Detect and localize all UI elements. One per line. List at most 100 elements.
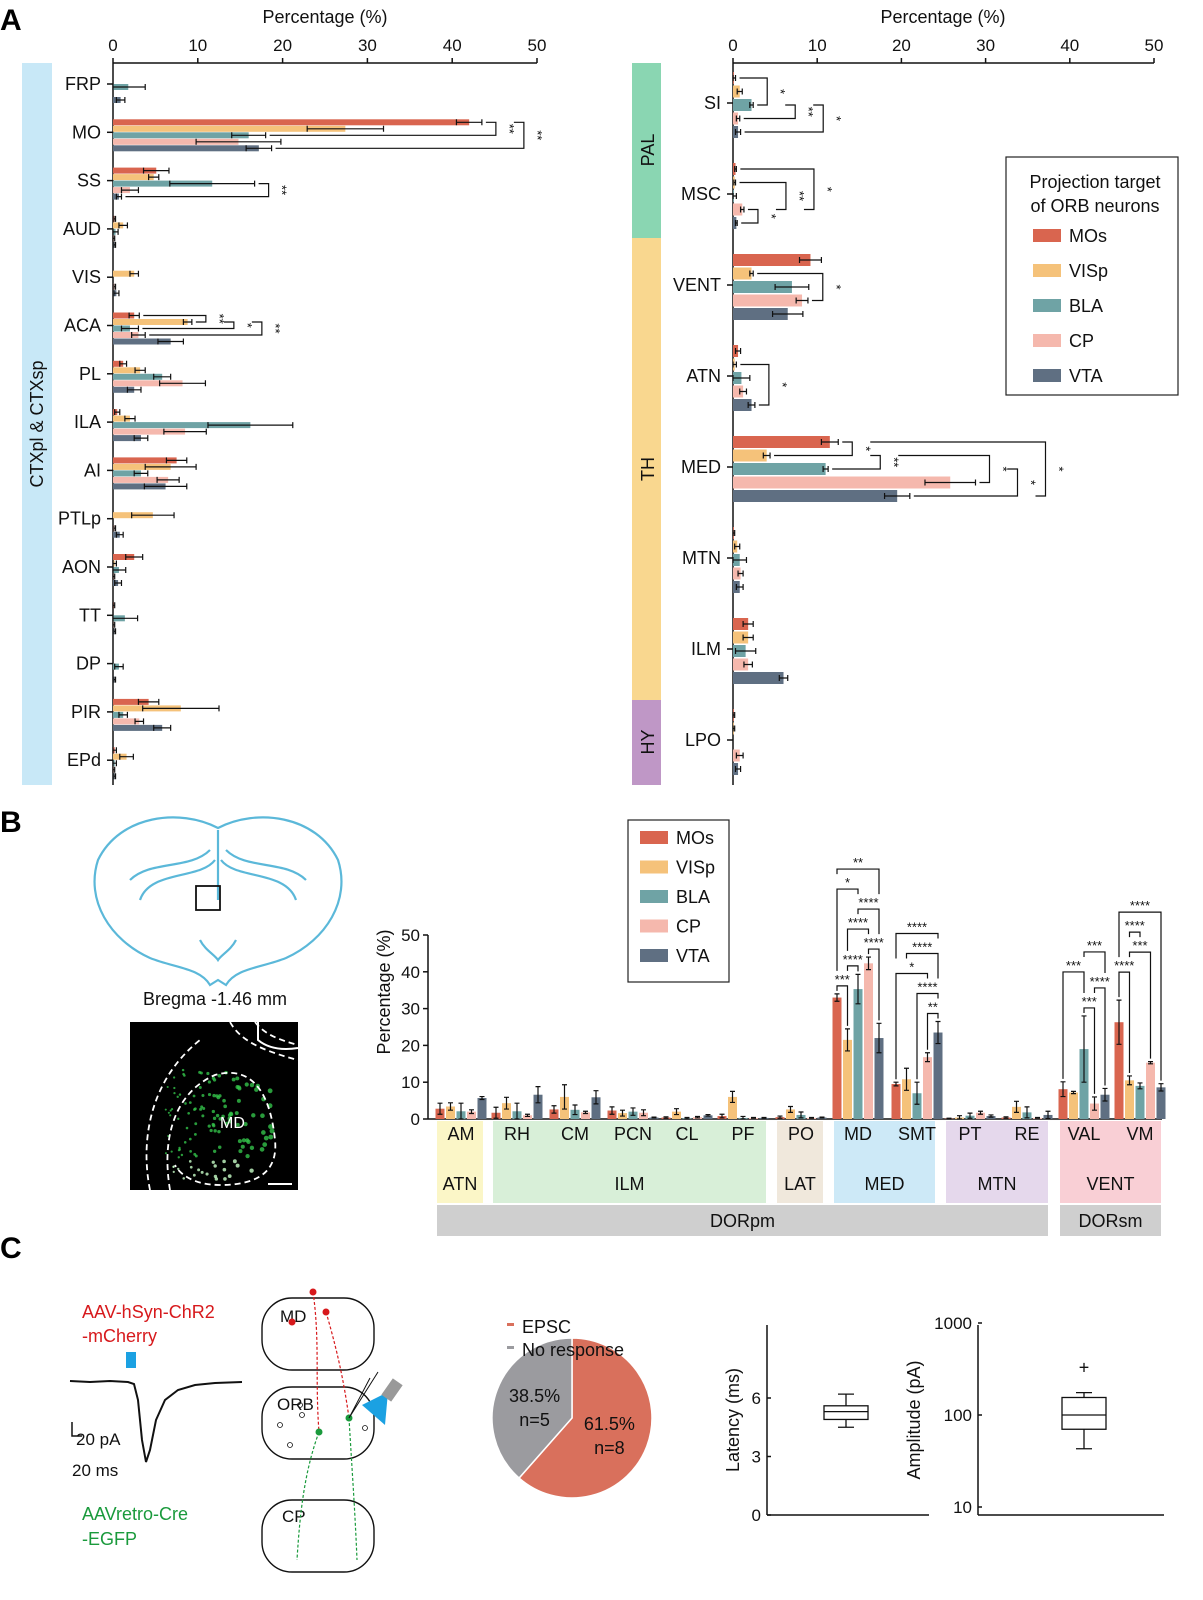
fluorescent-cell — [234, 1111, 239, 1116]
error-bar — [695, 1115, 700, 1119]
significance-bracket — [744, 104, 824, 133]
significance-label: * — [858, 446, 873, 451]
error-bar — [113, 525, 117, 532]
subregion-band — [946, 1121, 1048, 1203]
significance-bracket — [846, 965, 859, 972]
error-bar — [514, 1102, 520, 1120]
significance-bracket — [1128, 931, 1141, 938]
fluorescent-cell — [249, 1145, 255, 1151]
error-bar — [112, 602, 116, 609]
box-whiskers — [838, 1393, 854, 1428]
region-band — [437, 1205, 1048, 1236]
region-label: DORpm — [710, 1211, 775, 1231]
fluorescent-cell — [222, 1098, 226, 1103]
fluorescent-cell — [200, 1105, 204, 1109]
bar-VISp — [113, 174, 154, 181]
fluorescent-cell — [181, 1068, 185, 1072]
bar-CP — [733, 203, 743, 216]
error-bar — [169, 180, 256, 187]
bar-VTA — [733, 308, 788, 320]
virus-green-label-1: AAVretro-Cre — [82, 1504, 188, 1524]
bar-CP — [113, 476, 169, 483]
bar-VISp — [843, 1039, 852, 1119]
error-bar — [743, 661, 753, 668]
bar-CP — [113, 138, 239, 145]
category-label: EPd — [67, 750, 101, 770]
bar-VISp — [672, 1111, 681, 1119]
bar-CP — [733, 567, 741, 580]
fluorescent-cell — [241, 1138, 246, 1143]
error-bar — [113, 773, 117, 780]
significance-bracket — [836, 868, 880, 895]
bar-VTA — [113, 145, 259, 152]
category-label: CM — [561, 1124, 589, 1144]
error-bar — [730, 1090, 735, 1104]
error-bar — [120, 187, 140, 194]
error-bar — [119, 360, 128, 367]
significance-label: ** — [928, 999, 938, 1014]
error-bar — [112, 228, 119, 235]
bar-VISp — [1069, 1092, 1078, 1119]
error-bar — [165, 457, 188, 464]
significance-label: * — [845, 875, 850, 890]
bar-MOs — [113, 457, 177, 464]
error-bar — [732, 361, 737, 368]
category-label: TT — [79, 605, 101, 625]
error-bar — [182, 319, 193, 325]
significance-bracket — [895, 972, 929, 1080]
error-bar — [112, 615, 139, 622]
fluorescent-cell — [261, 1130, 266, 1135]
fluorescent-cell — [213, 1164, 217, 1168]
error-bar — [131, 332, 146, 338]
error-bar — [144, 463, 197, 470]
error-bar — [1158, 1083, 1164, 1092]
fluorescent-cell — [170, 1150, 173, 1153]
bar-MOs — [733, 436, 830, 448]
error-bar — [133, 435, 149, 442]
error-bar — [732, 193, 737, 199]
category-label: PTLp — [58, 509, 101, 529]
virus-red-label-1: AAV-hSyn-ChR2 — [82, 1302, 215, 1322]
error-bar — [113, 628, 117, 635]
legend-swatch-BLA — [640, 890, 668, 903]
significance-label: ** — [886, 457, 901, 467]
error-bar — [504, 1096, 509, 1110]
fluorescent-cell — [178, 1093, 182, 1096]
error-bar — [493, 1106, 499, 1119]
fluorescent-cell — [183, 1141, 187, 1144]
bar-VTA — [113, 724, 163, 731]
fluorescent-cell — [188, 1101, 192, 1104]
error-bar — [593, 1090, 599, 1105]
subregion-band — [777, 1121, 823, 1203]
fluorescent-cell — [172, 1076, 176, 1079]
bar-BLA — [113, 373, 163, 380]
region-label-pal: PAL — [638, 134, 658, 167]
error-bar — [735, 115, 741, 122]
error-bar — [735, 584, 744, 590]
significance-label: **** — [1130, 898, 1150, 913]
error-bar — [935, 1020, 941, 1045]
fluorescent-cell — [193, 1132, 197, 1136]
error-bar — [142, 705, 220, 712]
error-bar — [114, 409, 121, 416]
legend-label-BLA: BLA — [676, 887, 710, 907]
bar-BLA — [113, 422, 251, 429]
significance-bracket — [269, 121, 497, 136]
error-bar — [231, 132, 267, 139]
bar-VTA — [591, 1097, 601, 1119]
bar-MOs — [113, 360, 124, 367]
x-tick-label: 50 — [1145, 36, 1164, 55]
error-bar — [742, 621, 754, 627]
error-bar — [925, 1052, 930, 1063]
fluorescent-cell — [235, 1163, 240, 1168]
legend-swatch-MOs — [1033, 229, 1061, 242]
pie-percent-label: 38.5% — [509, 1386, 560, 1406]
y-tick-label: 10 — [953, 1498, 972, 1517]
fluorescent-cell — [192, 1173, 196, 1177]
scale-ms: 20 ms — [72, 1461, 118, 1480]
bar-VTA — [113, 386, 135, 393]
category-label: VM — [1127, 1124, 1154, 1144]
panel-label-b: B — [0, 806, 22, 839]
subregion-band — [834, 1121, 935, 1203]
fluorescent-cell — [245, 1138, 250, 1143]
